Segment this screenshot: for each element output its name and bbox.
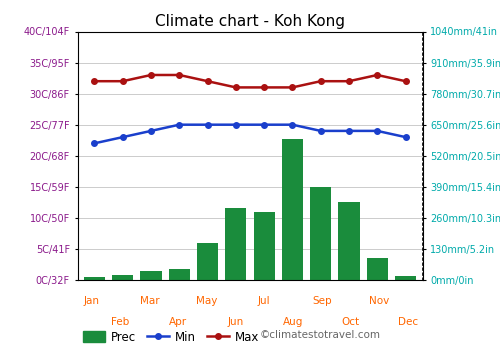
Bar — [84, 277, 105, 280]
Bar — [395, 276, 416, 280]
Text: Mar: Mar — [140, 296, 159, 306]
Text: Jan: Jan — [84, 296, 100, 306]
Text: Apr: Apr — [169, 317, 187, 327]
Text: ©climatestotravel.com: ©climatestotravel.com — [260, 329, 381, 340]
Bar — [140, 271, 162, 280]
Legend: Prec, Min, Max: Prec, Min, Max — [84, 331, 259, 344]
Text: Jun: Jun — [228, 317, 244, 327]
Bar — [197, 243, 218, 280]
Bar — [226, 208, 246, 280]
Text: Oct: Oct — [342, 317, 359, 327]
Title: Climate chart - Koh Kong: Climate chart - Koh Kong — [155, 14, 345, 29]
Bar — [338, 202, 359, 280]
Text: Nov: Nov — [369, 296, 390, 306]
Bar — [310, 187, 332, 280]
Text: Dec: Dec — [398, 317, 418, 327]
Bar — [254, 212, 274, 280]
Text: Sep: Sep — [312, 296, 332, 306]
Bar — [366, 259, 388, 280]
Bar — [112, 275, 134, 280]
Text: Feb: Feb — [112, 317, 130, 327]
Bar — [282, 139, 303, 280]
Text: May: May — [196, 296, 218, 306]
Text: Aug: Aug — [283, 317, 304, 327]
Text: Jul: Jul — [258, 296, 270, 306]
Bar — [168, 268, 190, 280]
